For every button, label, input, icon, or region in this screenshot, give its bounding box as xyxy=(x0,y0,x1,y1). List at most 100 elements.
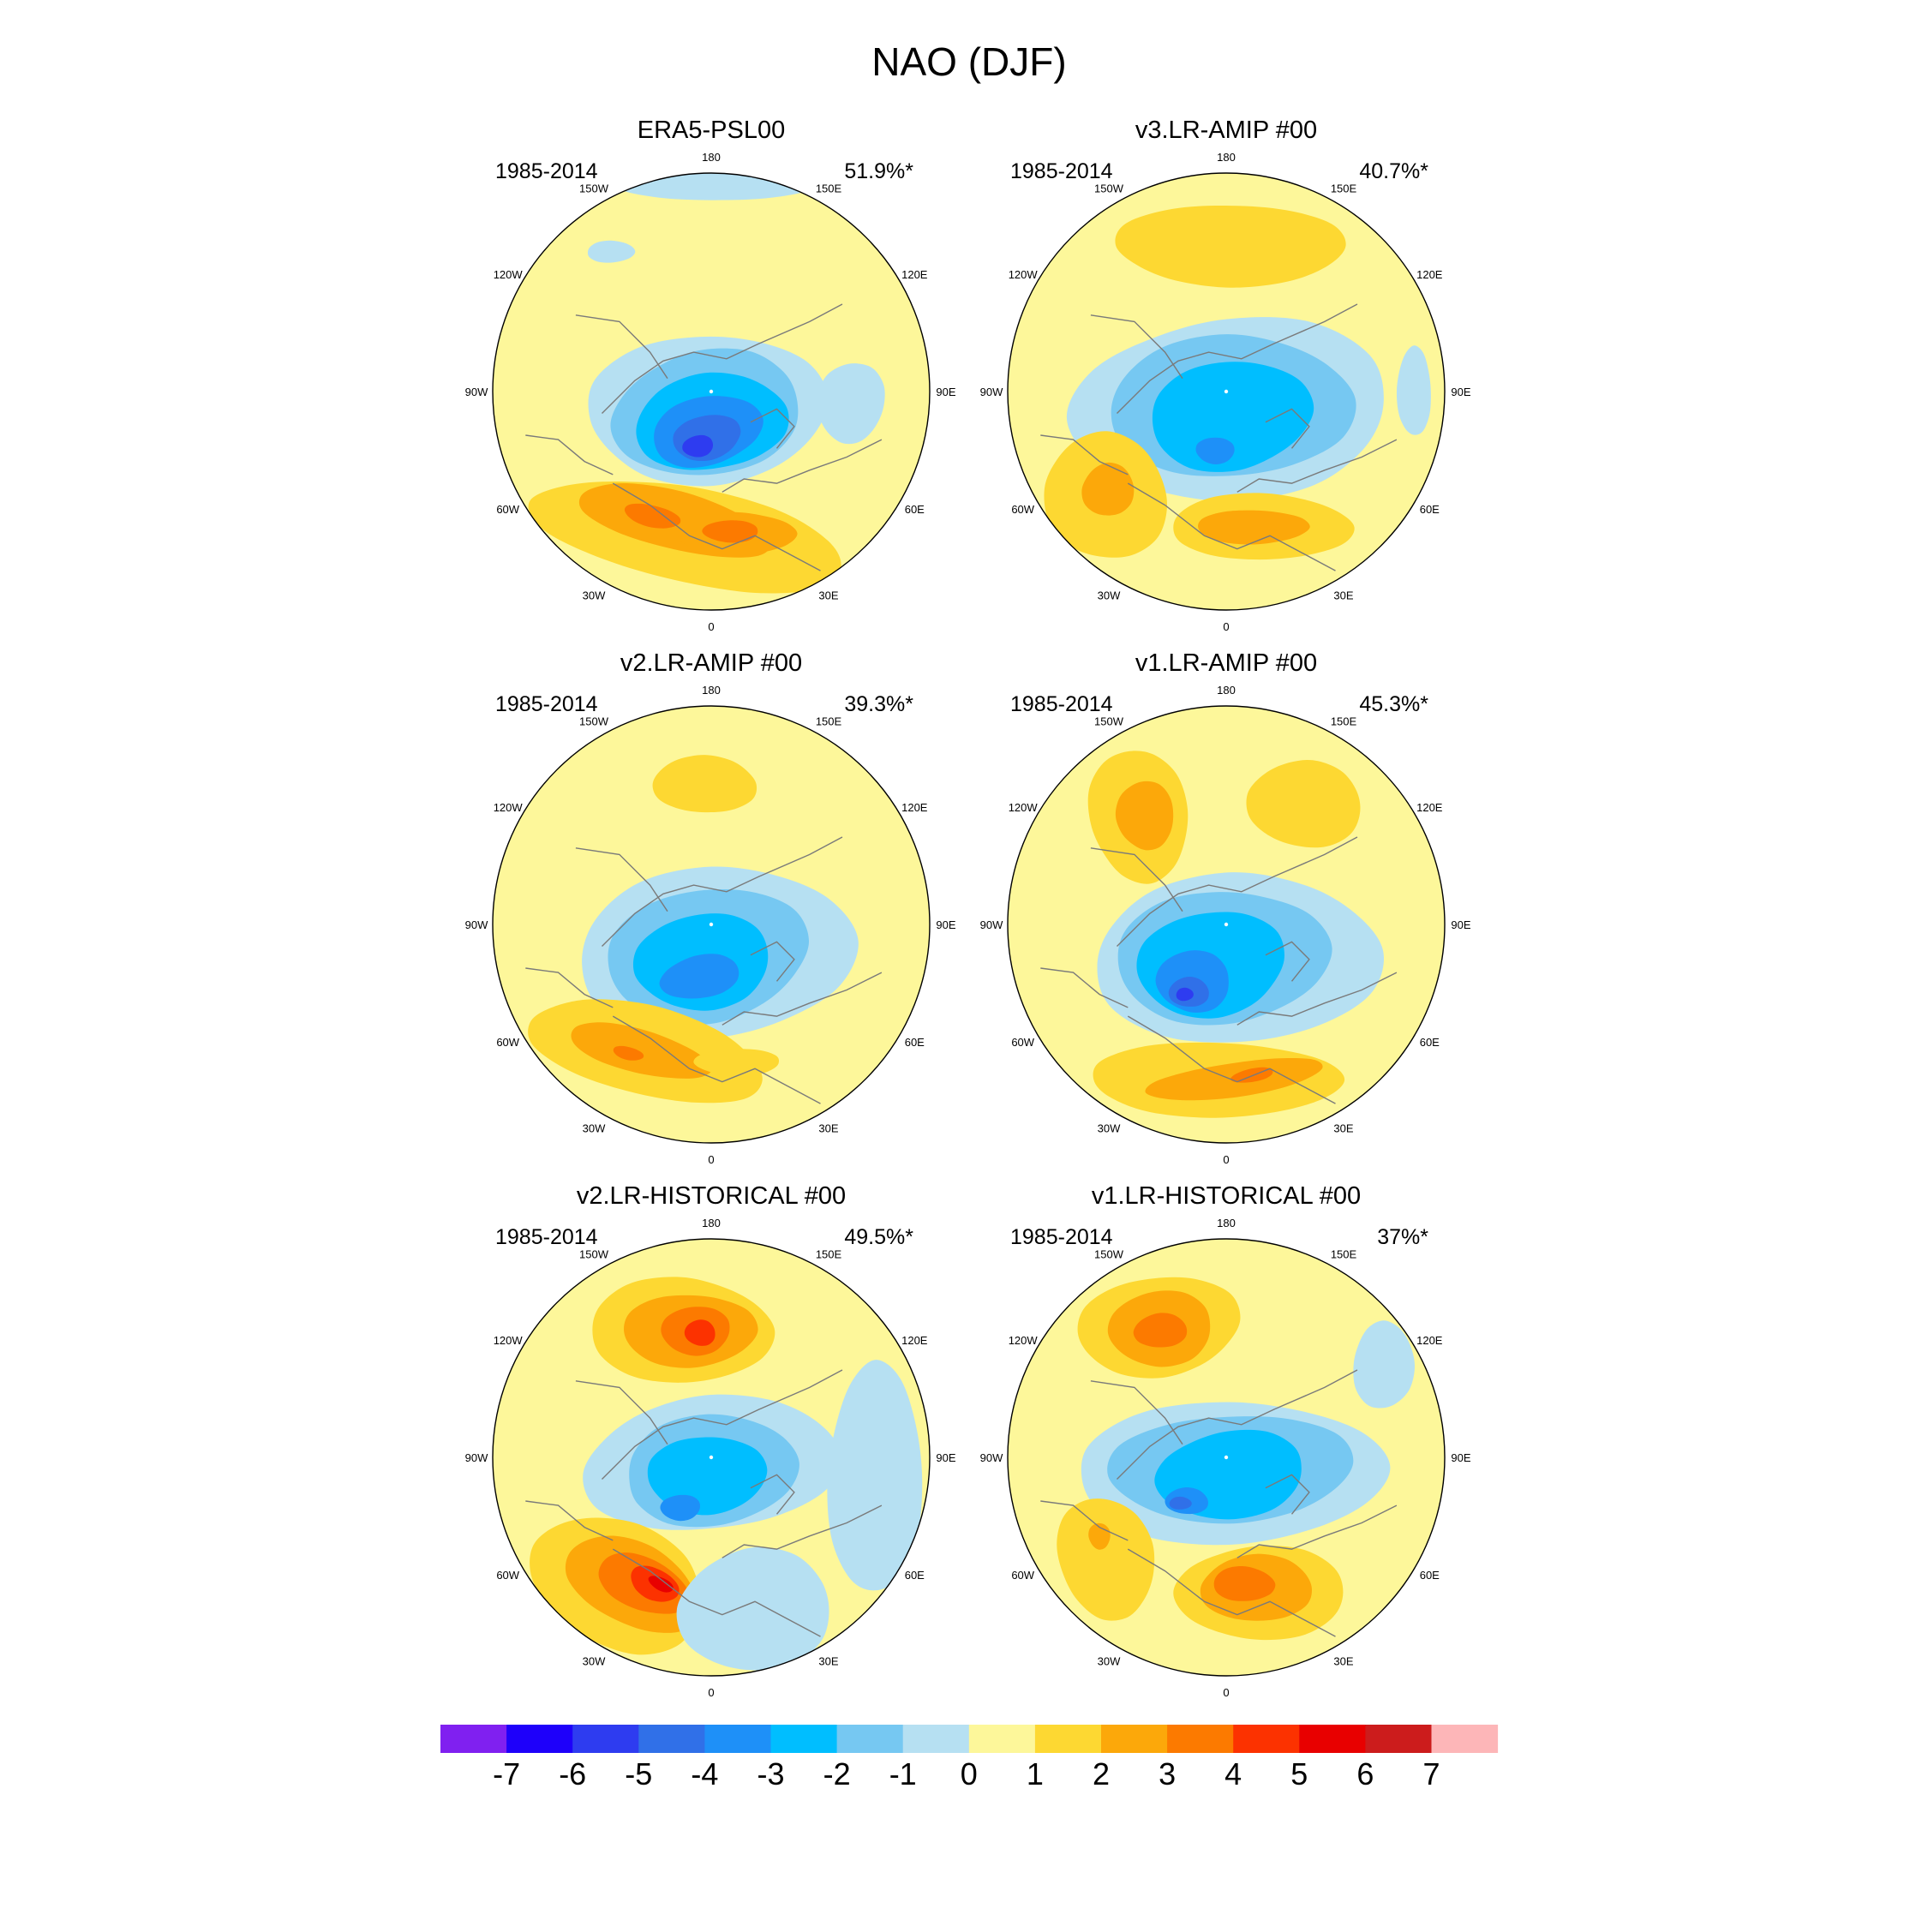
panel-variance: 39.3%* xyxy=(844,692,913,716)
longitude-label: 150E xyxy=(816,715,842,728)
colorbar-label: -6 xyxy=(559,1756,586,1791)
field-contours xyxy=(493,1239,930,1676)
coastline xyxy=(1040,434,1129,476)
coastline xyxy=(1090,314,1183,380)
map-border xyxy=(1007,1238,1446,1677)
panel-6: v1.LR-HISTORICAL #00 1985-2014 37%* 180 150E… xyxy=(980,1182,1471,1699)
map-border xyxy=(492,705,931,1144)
panel-variance: 51.9%* xyxy=(844,159,913,183)
longitude-label: 30W xyxy=(583,589,606,601)
longitude-label: 120W xyxy=(494,268,524,281)
colorbar-swatch xyxy=(1034,1725,1102,1753)
longitude-label: 180 xyxy=(702,684,721,697)
longitude-label: 180 xyxy=(1217,151,1236,164)
map-border xyxy=(1007,172,1446,611)
colorbar-label: 0 xyxy=(961,1756,978,1791)
longitude-label: 30W xyxy=(1098,1654,1121,1667)
contour-level xyxy=(676,1546,829,1671)
coastline xyxy=(1127,1548,1336,1637)
panel-period: 1985-2014 xyxy=(1010,692,1113,716)
coastline xyxy=(1236,1504,1398,1558)
north-pole-marker xyxy=(1224,1455,1229,1460)
coastline xyxy=(525,967,614,1008)
panel-period: 1985-2014 xyxy=(1010,159,1113,183)
longitude-label: 150E xyxy=(1331,715,1357,728)
coastline xyxy=(602,303,843,414)
longitude-label: 90E xyxy=(936,1451,955,1464)
colorbar-swatch xyxy=(836,1725,904,1753)
coastline xyxy=(1117,303,1358,414)
coastline xyxy=(1117,836,1358,947)
contour-level xyxy=(684,1319,716,1346)
longitude-label: 180 xyxy=(702,151,721,164)
figure-title: NAO (DJF) xyxy=(871,39,1066,84)
contour-level xyxy=(648,1576,674,1593)
longitude-label: 90E xyxy=(936,918,955,931)
panel-variance: 45.3%* xyxy=(1359,692,1428,716)
coastline xyxy=(750,1474,795,1515)
field-contours xyxy=(493,706,930,1143)
panel-variance: 37%* xyxy=(1377,1225,1428,1249)
longitude-label: 150E xyxy=(1331,1248,1357,1261)
panel-period: 1985-2014 xyxy=(495,159,598,183)
contour-level xyxy=(1195,437,1235,465)
coastline xyxy=(575,1380,668,1445)
coastline xyxy=(1090,847,1183,912)
coastline xyxy=(750,941,795,982)
panel-title: v1.LR-HISTORICAL #00 xyxy=(1092,1182,1361,1210)
longitude-label: 30E xyxy=(818,1122,838,1134)
coastline xyxy=(1040,967,1129,1008)
longitude-label: 90W xyxy=(980,386,1003,398)
longitude-label: 120E xyxy=(1416,1334,1443,1347)
map-border xyxy=(492,172,931,611)
longitude-label: 30E xyxy=(818,589,838,601)
colorbar-label: 3 xyxy=(1159,1756,1176,1791)
longitude-label: 0 xyxy=(708,620,714,633)
longitude-label: 90W xyxy=(465,386,488,398)
colorbar-swatch xyxy=(902,1725,970,1753)
coastline xyxy=(525,434,614,476)
panel-variance: 49.5%* xyxy=(844,1225,913,1249)
coastline xyxy=(575,847,668,912)
panel-title: v2.LR-AMIP #00 xyxy=(620,649,802,677)
longitude-label: 60E xyxy=(1420,1569,1440,1582)
field-contours xyxy=(1008,706,1445,1143)
coastline xyxy=(1040,1500,1129,1541)
contour-level xyxy=(652,755,757,813)
longitude-label: 30W xyxy=(1098,589,1121,601)
colorbar: -7 -6 -5 -4 -3 -2 -1 0 1 2 3 4 5 6 7 xyxy=(440,1725,1499,1791)
longitude-label: 90W xyxy=(980,1451,1003,1464)
longitude-label: 60E xyxy=(905,503,925,516)
longitude-label: 120W xyxy=(1009,801,1039,814)
north-pole-marker xyxy=(709,389,714,394)
coastline xyxy=(722,439,883,493)
longitude-label: 90E xyxy=(1451,918,1470,931)
longitude-label: 60W xyxy=(1011,1036,1034,1049)
coastline xyxy=(1236,439,1398,493)
coastline xyxy=(602,836,843,947)
north-pole-marker xyxy=(1224,922,1229,927)
longitude-label: 60E xyxy=(905,1569,925,1582)
longitude-label: 180 xyxy=(702,1217,721,1229)
contour-level xyxy=(817,363,885,445)
longitude-label: 60E xyxy=(1420,1036,1440,1049)
coastline xyxy=(612,1548,821,1637)
contour-level xyxy=(1198,510,1310,545)
longitude-label: 120W xyxy=(1009,268,1039,281)
colorbar-label: -3 xyxy=(757,1756,784,1791)
coastline xyxy=(612,1015,821,1104)
north-pole-marker xyxy=(709,922,714,927)
contour-level xyxy=(659,954,739,999)
coastline xyxy=(1265,941,1310,982)
longitude-label: 30E xyxy=(1333,589,1353,601)
colorbar-swatch xyxy=(704,1725,771,1753)
longitude-label: 120E xyxy=(901,1334,928,1347)
coastline xyxy=(1265,408,1310,449)
map-border xyxy=(492,1238,931,1677)
contour-level xyxy=(1115,206,1346,288)
longitude-label: 120W xyxy=(494,1334,524,1347)
longitude-label: 150E xyxy=(816,182,842,195)
contour-level xyxy=(1176,987,1194,1002)
map-border xyxy=(1007,705,1446,1144)
